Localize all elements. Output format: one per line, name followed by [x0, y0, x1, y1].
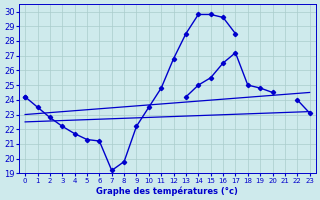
- X-axis label: Graphe des températures (°c): Graphe des températures (°c): [96, 186, 238, 196]
